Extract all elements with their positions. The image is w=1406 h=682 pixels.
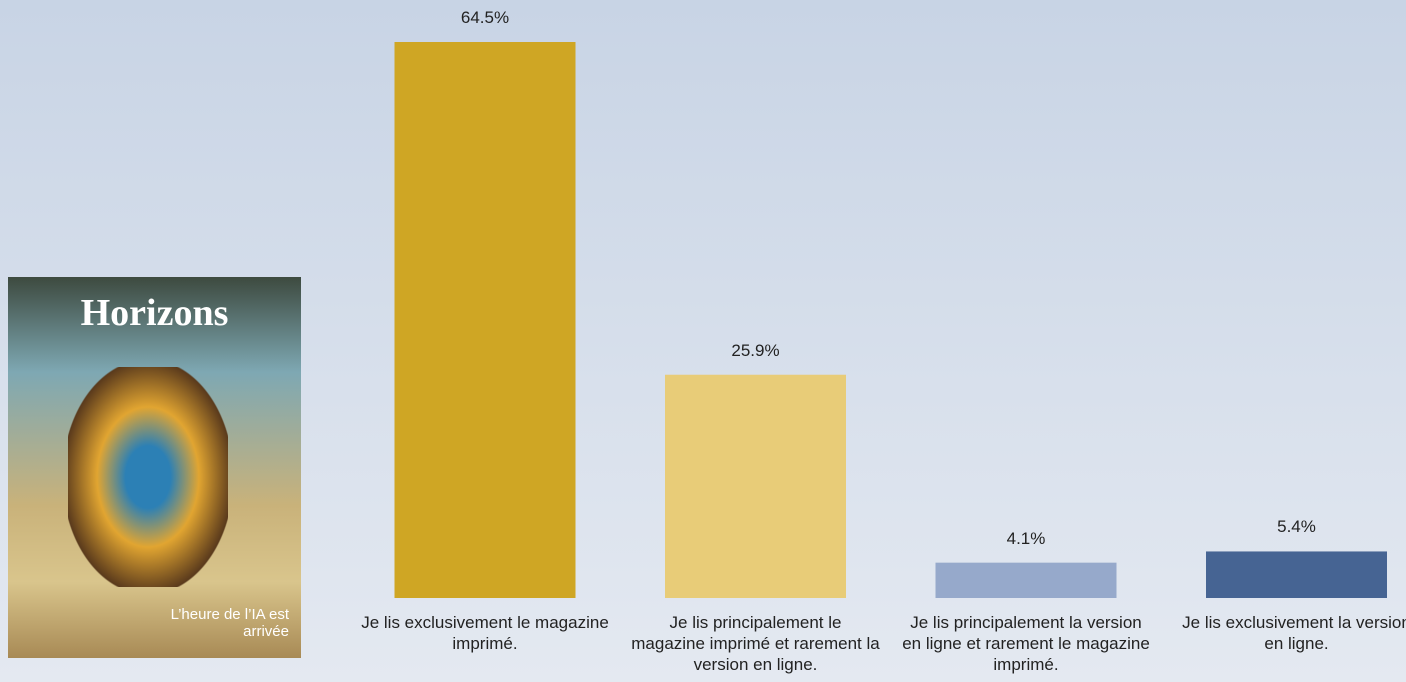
bar	[936, 563, 1117, 598]
cover-headline: L’heure de l’IA est arrivée	[169, 606, 289, 640]
magazine-cover: Horizons L’heure de l’IA est arrivée	[8, 277, 301, 658]
bar	[395, 42, 576, 598]
value-label: 5.4%	[1237, 517, 1357, 537]
value-label: 64.5%	[425, 8, 545, 28]
value-label: 25.9%	[696, 341, 816, 361]
bar	[665, 375, 846, 598]
value-label: 4.1%	[966, 529, 1086, 549]
cover-art	[68, 367, 228, 587]
bar	[1206, 551, 1387, 598]
cover-title: Horizons	[8, 291, 301, 335]
x-tick-label: Je lis exclusivement le magazine imprimé…	[360, 612, 610, 654]
x-tick-label: Je lis principalement la version en lign…	[901, 612, 1151, 675]
page: Horizons L’heure de l’IA est arrivée 64.…	[0, 0, 1406, 682]
x-tick-label: Je lis exclusivement la version en ligne…	[1172, 612, 1406, 654]
x-tick-label: Je lis principalement le magazine imprim…	[631, 612, 881, 675]
